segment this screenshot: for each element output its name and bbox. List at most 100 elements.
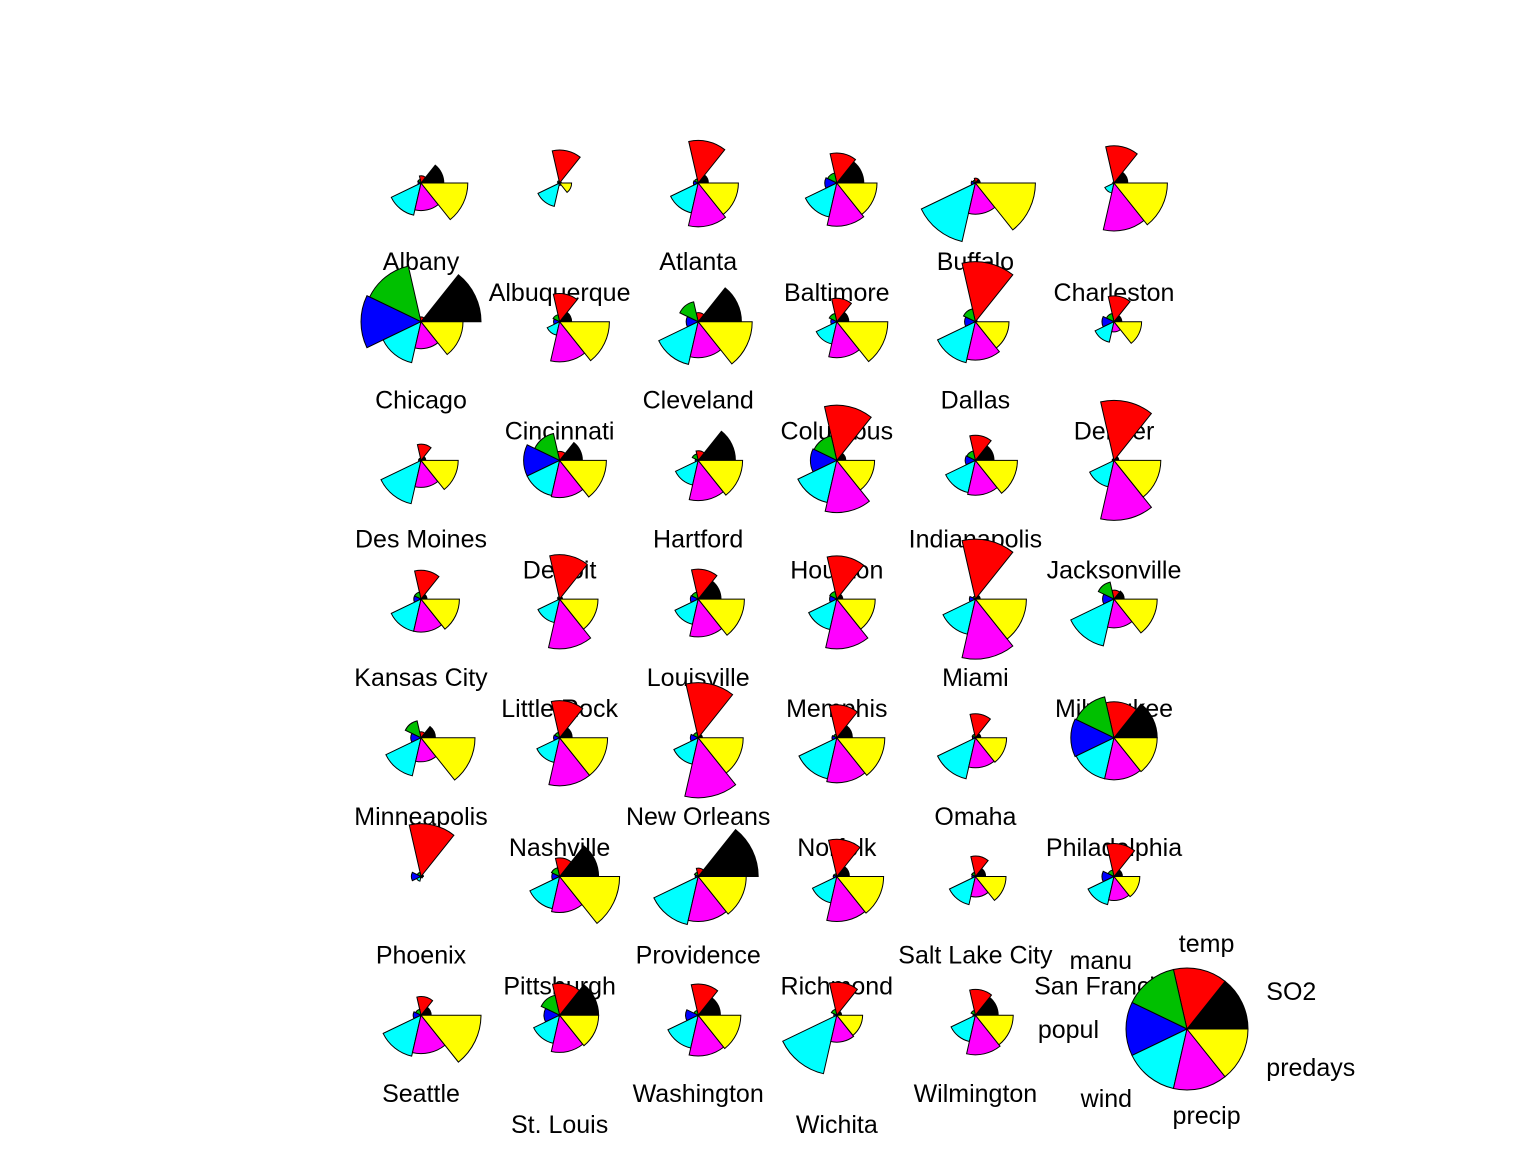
star-san-francisco-predays-segment — [1112, 876, 1141, 898]
key-manu-segment — [1131, 968, 1188, 1030]
star-denver-temp-segment — [1107, 295, 1131, 323]
star-providence-label: Providence — [636, 942, 761, 970]
star-phoenix-popul-segment — [410, 871, 423, 882]
star-providence-so2-segment — [697, 828, 759, 877]
star-des-moines-temp-segment — [416, 443, 432, 462]
star-richmond-temp-segment — [827, 838, 861, 878]
star-cleveland-manu-segment — [679, 301, 699, 323]
star-albany-wind-segment — [390, 182, 422, 216]
star-hartford-label: Hartford — [653, 525, 743, 553]
star-jacksonville-label: Jacksonville — [1047, 556, 1182, 584]
star-miami-temp-segment — [961, 538, 1014, 601]
key-wind-segment — [1131, 1028, 1188, 1090]
star-albany: Albany — [383, 164, 469, 276]
star-cleveland-label: Cleveland — [643, 387, 754, 415]
star-chicago-predays-segment — [419, 321, 464, 356]
star-wilmington-label: Wilmington — [914, 1080, 1038, 1108]
star-columbus-manu-segment — [828, 312, 838, 323]
star-jacksonville-temp-segment — [1100, 399, 1153, 462]
star-san-francisco-temp-segment — [1106, 843, 1136, 878]
star-salt-lake-city-predays-segment — [974, 876, 1007, 902]
key-label-wind: wind — [1080, 1085, 1132, 1113]
key-predays-segment — [1185, 1028, 1249, 1078]
star-wilmington: Wilmington — [914, 988, 1038, 1108]
star-des-moines: Des Moines — [355, 443, 487, 553]
star-st-louis-temp-segment — [551, 982, 581, 1017]
star-chicago-wind-segment — [382, 320, 422, 364]
star-salt-lake-city: Salt Lake City — [898, 855, 1053, 970]
star-baltimore-predays-segment — [835, 182, 878, 216]
star-memphis-predays-segment — [835, 598, 876, 630]
star-dallas-manu-segment — [962, 308, 977, 323]
star-jacksonville: Jacksonville — [1047, 399, 1182, 584]
key-label-popul: popul — [1038, 1016, 1099, 1044]
star-dallas-wind-segment — [936, 320, 977, 364]
star-denver-wind-segment — [1094, 320, 1115, 343]
star-wichita-predays-segment — [835, 1014, 864, 1037]
star-cleveland-wind-segment — [658, 320, 699, 365]
star-detroit: Detroit — [523, 432, 607, 584]
key-label-precip: precip — [1173, 1102, 1241, 1130]
star-seattle-wind-segment — [382, 1014, 422, 1057]
star-chicago-popul-segment — [360, 295, 423, 349]
star-omaha-wind-segment — [936, 736, 977, 780]
star-nashville: Nashville — [509, 700, 610, 862]
star-salt-lake-city-temp-segment — [970, 855, 989, 878]
star-hartford-manu-segment — [691, 453, 699, 462]
star-wichita-label: Wichita — [796, 1111, 878, 1139]
star-columbus-predays-segment — [835, 321, 889, 363]
star-charleston-temp-segment — [1105, 145, 1138, 185]
star-little-rock-predays-segment — [558, 598, 599, 630]
star-houston-precip-segment — [824, 459, 871, 514]
key-label-temp: temp — [1179, 930, 1235, 958]
star-phoenix-temp-segment — [408, 823, 455, 878]
star-memphis-manu-segment — [829, 590, 838, 601]
star-st-louis-manu-segment — [540, 994, 561, 1017]
star-indianapolis-predays-segment — [974, 459, 1018, 494]
star-dallas-label: Dallas — [941, 387, 1010, 415]
key-precip-segment — [1172, 1027, 1226, 1091]
star-atlanta-temp-segment — [688, 139, 726, 185]
star-des-moines-wind-segment — [380, 459, 422, 505]
star-chicago-manu-segment — [368, 265, 422, 323]
star-louisville-predays-segment — [697, 598, 745, 636]
star-omaha-predays-segment — [974, 737, 1008, 763]
star-phoenix: Phoenix — [376, 823, 467, 970]
star-atlanta-precip-segment — [687, 181, 727, 228]
star-jacksonville-predays-segment — [1112, 459, 1162, 498]
star-dallas-predays-segment — [974, 321, 1010, 349]
star-norfolk: Norfolk — [797, 704, 886, 862]
star-omaha-temp-segment — [969, 713, 992, 739]
star-st-louis: St. Louis — [511, 982, 608, 1139]
star-phoenix-predays-segment — [419, 876, 424, 879]
star-minneapolis: Minneapolis — [354, 720, 488, 831]
star-pittsburgh-predays-segment — [558, 876, 621, 925]
star-salt-lake-city-wind-segment — [948, 875, 977, 906]
star-washington: Washington — [633, 983, 764, 1108]
key-label-so2: SO2 — [1266, 978, 1316, 1006]
star-milwaukee-manu-segment — [1097, 581, 1115, 601]
star-miami-label: Miami — [942, 664, 1009, 692]
star-kansas-city-label: Kansas City — [354, 664, 488, 692]
star-wilmington-precip-segment — [965, 1014, 1001, 1056]
star-cincinnati: Cincinnati — [505, 293, 614, 446]
star-cleveland: Cleveland — [643, 287, 754, 415]
star-wichita-wind-segment — [782, 1014, 838, 1075]
star-providence-wind-segment — [653, 875, 699, 926]
star-cincinnati-manu-segment — [552, 314, 561, 323]
star-albuquerque: Albuquerque — [489, 149, 630, 307]
star-omaha-label: Omaha — [934, 803, 1016, 831]
star-chicago-so2-segment — [419, 274, 482, 323]
star-des-moines-predays-segment — [419, 459, 459, 491]
star-new-orleans-temp-segment — [685, 682, 734, 739]
star-philadelphia-popul-segment — [1070, 718, 1116, 758]
star-wichita-temp-segment — [828, 981, 859, 1017]
star-cincinnati-predays-segment — [558, 321, 610, 362]
star-new-orleans-predays-segment — [697, 737, 744, 774]
star-providence-predays-segment — [697, 876, 747, 915]
star-hartford: Hartford — [653, 430, 743, 553]
star-milwaukee-wind-segment — [1070, 598, 1115, 647]
star-albuquerque-temp-segment — [551, 149, 581, 185]
star-minneapolis-predays-segment — [419, 737, 476, 781]
star-washington-predays-segment — [697, 1014, 742, 1050]
